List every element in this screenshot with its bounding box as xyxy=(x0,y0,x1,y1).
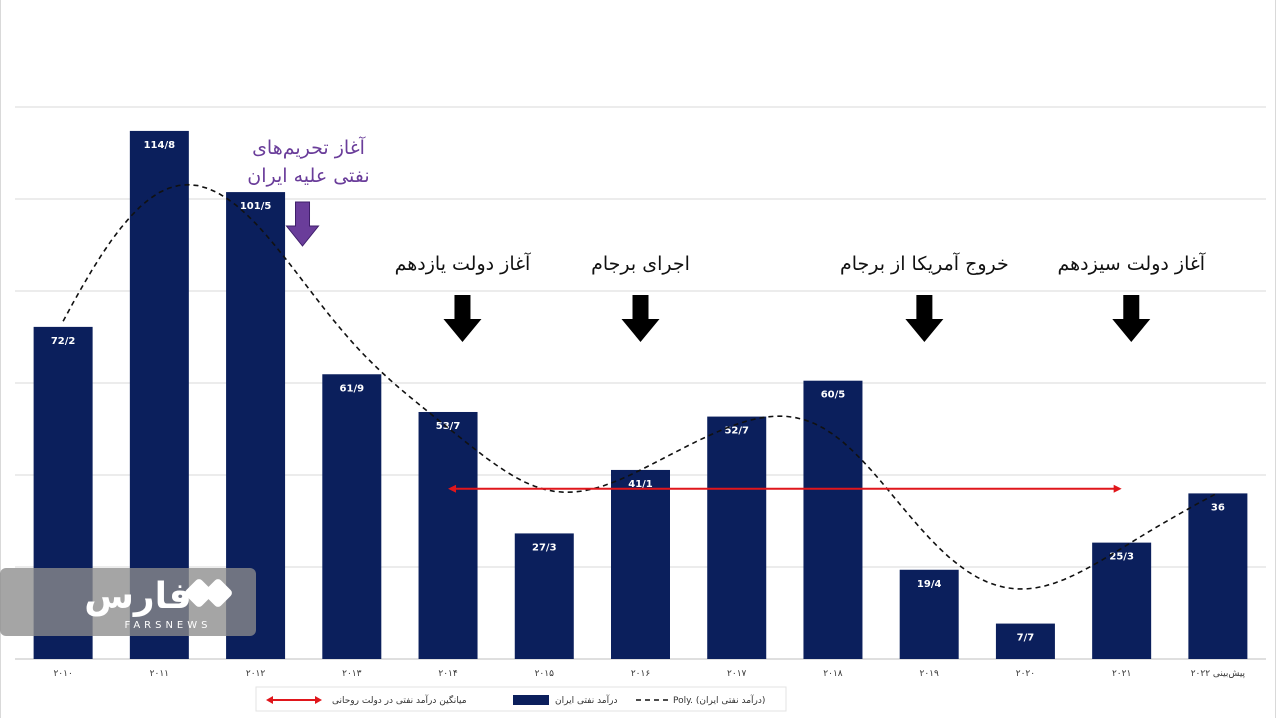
bar-value-label: 53/7 xyxy=(436,421,461,432)
down-arrow-icon xyxy=(443,295,482,342)
bar-value-label: 114/8 xyxy=(144,140,176,151)
annotation-text: آغاز دولت سیزدهم xyxy=(1057,251,1205,275)
bar-value-label: 61/9 xyxy=(340,383,365,394)
x-tick-label: ۲۰۱۱ xyxy=(150,669,169,679)
annotation-text: آغاز دولت یازدهم xyxy=(395,251,531,275)
bar-value-label: 101/5 xyxy=(240,201,272,212)
bar xyxy=(1092,542,1152,659)
average-line xyxy=(448,484,1122,493)
annotation-text: خروج آمریکا از برجام xyxy=(840,251,1009,275)
event-annotation: آغاز دولت سیزدهم xyxy=(1057,251,1206,342)
bar xyxy=(1188,493,1248,659)
farsnews-watermark: فارس FARSNEWS xyxy=(0,568,256,636)
bar xyxy=(803,380,863,659)
x-tick-label: ۲۰۱۹ xyxy=(920,669,940,679)
arrow-right-icon xyxy=(1113,484,1122,493)
x-tick-label: ۲۰۱۰ xyxy=(53,669,72,679)
down-arrow-icon xyxy=(1112,295,1151,342)
bar-value-label: 27/3 xyxy=(532,542,557,553)
bar xyxy=(611,469,670,659)
legend-bars-label: درآمد نفتی ایران xyxy=(555,694,617,706)
down-arrow-icon xyxy=(621,295,660,342)
annotation-text: آغاز تحریم‌های xyxy=(252,135,366,159)
bar-value-label: 25/3 xyxy=(1109,552,1134,563)
annotation-text: اجرای برجام xyxy=(591,253,690,275)
legend-bars-swatch xyxy=(513,695,549,705)
watermark-name: فارس xyxy=(84,576,192,617)
legend-average-label: میانگین درآمد نفتی در دولت روحانی xyxy=(332,694,467,706)
x-tick-label: ۲۰۱۸ xyxy=(823,669,843,679)
x-tick-label: پیش‌بینی ۲۰۲۲ xyxy=(1191,669,1246,679)
farsnews-logo-icon xyxy=(185,579,232,607)
bar-value-label: 60/5 xyxy=(821,390,846,401)
down-arrow-icon xyxy=(905,295,944,342)
x-tick-label: ۲۰۱۷ xyxy=(727,669,747,679)
bar-value-label: 72/2 xyxy=(51,336,76,347)
bar xyxy=(322,374,382,659)
x-tick-label: ۲۰۱۴ xyxy=(438,669,458,679)
annotation-text: نفتی علیه ایران xyxy=(247,165,369,187)
bar xyxy=(514,533,574,659)
bar-value-labels: 72/2 114/8 101/5 61/9 53/7 27/3 41/1 52/7 60/5 19… xyxy=(51,140,1225,644)
bar-value-label: 41/1 xyxy=(628,479,653,490)
arrow-left-icon xyxy=(448,484,457,493)
x-tick-label: ۲۰۲۰ xyxy=(1016,669,1035,679)
polynomial-trendline xyxy=(62,183,1219,590)
bar-value-label: 19/4 xyxy=(917,579,942,590)
event-annotation: آغاز دولت یازدهم xyxy=(395,251,531,342)
event-annotations: آغاز تحریم‌های نفتی علیه ایران آغاز دولت ی… xyxy=(247,135,1206,342)
event-annotation: آغاز تحریم‌های نفتی علیه ایران xyxy=(247,135,370,247)
bar-value-label: 52/7 xyxy=(724,426,749,437)
event-annotation: اجرای برجام xyxy=(591,253,690,342)
x-tick-label: ۲۰۱۳ xyxy=(342,669,362,679)
bar-value-label: 7/7 xyxy=(1017,633,1035,644)
x-tick-label: ۲۰۱۲ xyxy=(246,669,266,679)
bar xyxy=(707,416,767,659)
watermark-subtitle: FARSNEWS xyxy=(124,620,211,631)
bar-value-label: 36 xyxy=(1211,502,1225,513)
legend-arrow-right-icon xyxy=(315,696,322,704)
down-arrow-icon xyxy=(285,201,320,247)
x-tick-label: ۲۰۲۱ xyxy=(1112,669,1131,679)
x-tick-label: ۲۰۱۶ xyxy=(631,669,651,679)
x-tick-labels: ۲۰۱۰ ۲۰۱۱ ۲۰۱۲ ۲۰۱۳ ۲۰۱۴ ۲۰۱۵ ۲۰۱۶ ۲۰۱۷ ۲۰۱۸ ۲۰۱۹… xyxy=(53,669,1245,679)
x-tick-label: ۲۰۱۵ xyxy=(535,669,555,679)
legend-trend-label: Poly. (درآمد نفتی ایران) xyxy=(673,694,765,706)
event-annotation: خروج آمریکا از برجام xyxy=(840,251,1009,342)
bar xyxy=(995,623,1055,659)
bar xyxy=(418,411,478,659)
legend: میانگین درآمد نفتی در دولت روحانی درآمد … xyxy=(255,686,787,712)
bar xyxy=(899,569,959,659)
legend-arrow-left-icon xyxy=(266,696,273,704)
